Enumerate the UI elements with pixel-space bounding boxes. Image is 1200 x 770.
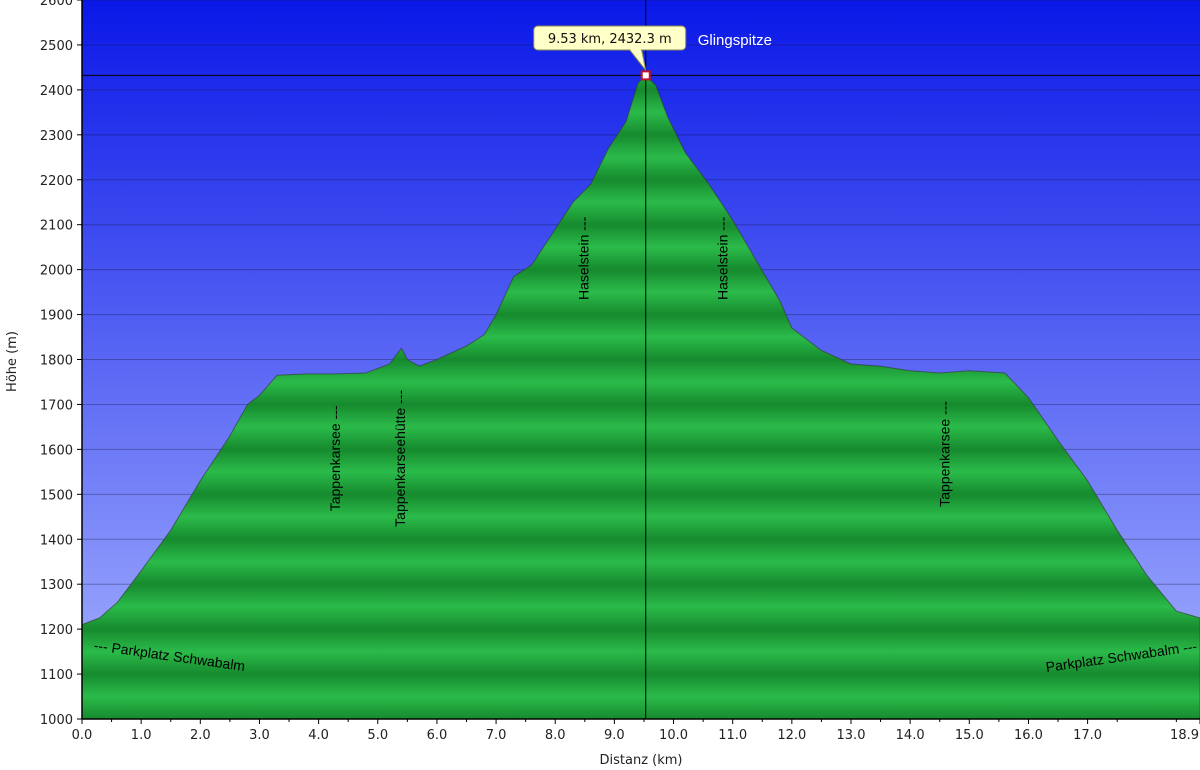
y-tick-label: 1800	[40, 354, 73, 369]
x-tick-label: 1.0	[131, 728, 152, 743]
x-tick-label: 5.0	[367, 728, 388, 743]
y-tick-label: 2500	[40, 39, 73, 54]
summit-tooltip-text: 9.53 km, 2432.3 m	[548, 32, 672, 47]
summit-marker-group: 9.53 km, 2432.3 m Glingspitze	[82, 0, 1200, 719]
x-tick-label: 7.0	[486, 728, 507, 743]
y-tick-label: 2000	[40, 264, 73, 279]
y-tick-label: 1400	[40, 533, 73, 548]
y-tick-label: 2100	[40, 219, 73, 234]
waypoint-label: Haselstein ---	[715, 216, 731, 300]
shade-band	[82, 404, 1200, 450]
shade-band	[82, 674, 1200, 719]
x-tick-label: 9.0	[604, 728, 625, 743]
waypoint-label: Tappenkarsee ---	[327, 405, 343, 511]
y-tick-label: 1600	[40, 443, 73, 458]
y-tick-label: 2200	[40, 174, 73, 189]
x-tick-label: 15.0	[955, 728, 984, 743]
waypoint-label: Tappenkarsee ---	[936, 401, 952, 507]
shade-band	[82, 629, 1200, 675]
axes: 1000 1100 1200 1300 1400 1500 1600 1700 1800 1900…	[40, 0, 1200, 743]
y-tick-label: 1300	[40, 578, 73, 593]
x-tick-label: 11.0	[718, 728, 747, 743]
y-tick-label: 1200	[40, 623, 73, 638]
shade-band	[82, 494, 1200, 540]
shade-band	[82, 449, 1200, 495]
y-tick-label: 1700	[40, 398, 73, 413]
waypoint-label: Haselstein ---	[576, 216, 592, 300]
x-tick-label: 3.0	[249, 728, 270, 743]
y-tick-label: 1100	[40, 668, 73, 683]
x-tick-label: 10.0	[659, 728, 688, 743]
y-tick-label: 2600	[40, 0, 73, 9]
y-tick-label: 2300	[40, 129, 73, 144]
summit-marker	[640, 70, 651, 81]
elevation-area-outline	[81, 74, 1200, 720]
y-tick-label: 1000	[40, 713, 73, 728]
x-tick-label: 16.0	[1014, 728, 1043, 743]
x-tick-label: 6.0	[427, 728, 448, 743]
summit-name-label: Glingspitze	[698, 32, 772, 49]
y-axis-title: Höhe (m)	[5, 331, 20, 392]
x-tick-label: 18.9	[1170, 728, 1199, 743]
y-tick-label: 1500	[40, 488, 73, 503]
x-tick-label: 17.0	[1073, 728, 1102, 743]
x-tick-label: 14.0	[896, 728, 925, 743]
x-tick-label: 13.0	[837, 728, 866, 743]
shade-band	[82, 584, 1200, 630]
x-tick-label: 8.0	[545, 728, 566, 743]
waypoint-label: Tappenkarseehütte ---	[392, 390, 408, 527]
summit-tooltip	[533, 25, 687, 51]
y-tick-label: 2400	[40, 84, 73, 99]
x-tick-label: 4.0	[308, 728, 329, 743]
x-tick-label: 12.0	[777, 728, 806, 743]
x-tick-label: 0.0	[72, 728, 93, 743]
y-tick-label: 1900	[40, 309, 73, 324]
x-axis-title: Distanz (km)	[600, 753, 683, 768]
x-tick-label: 2.0	[190, 728, 211, 743]
shade-band	[82, 539, 1200, 585]
